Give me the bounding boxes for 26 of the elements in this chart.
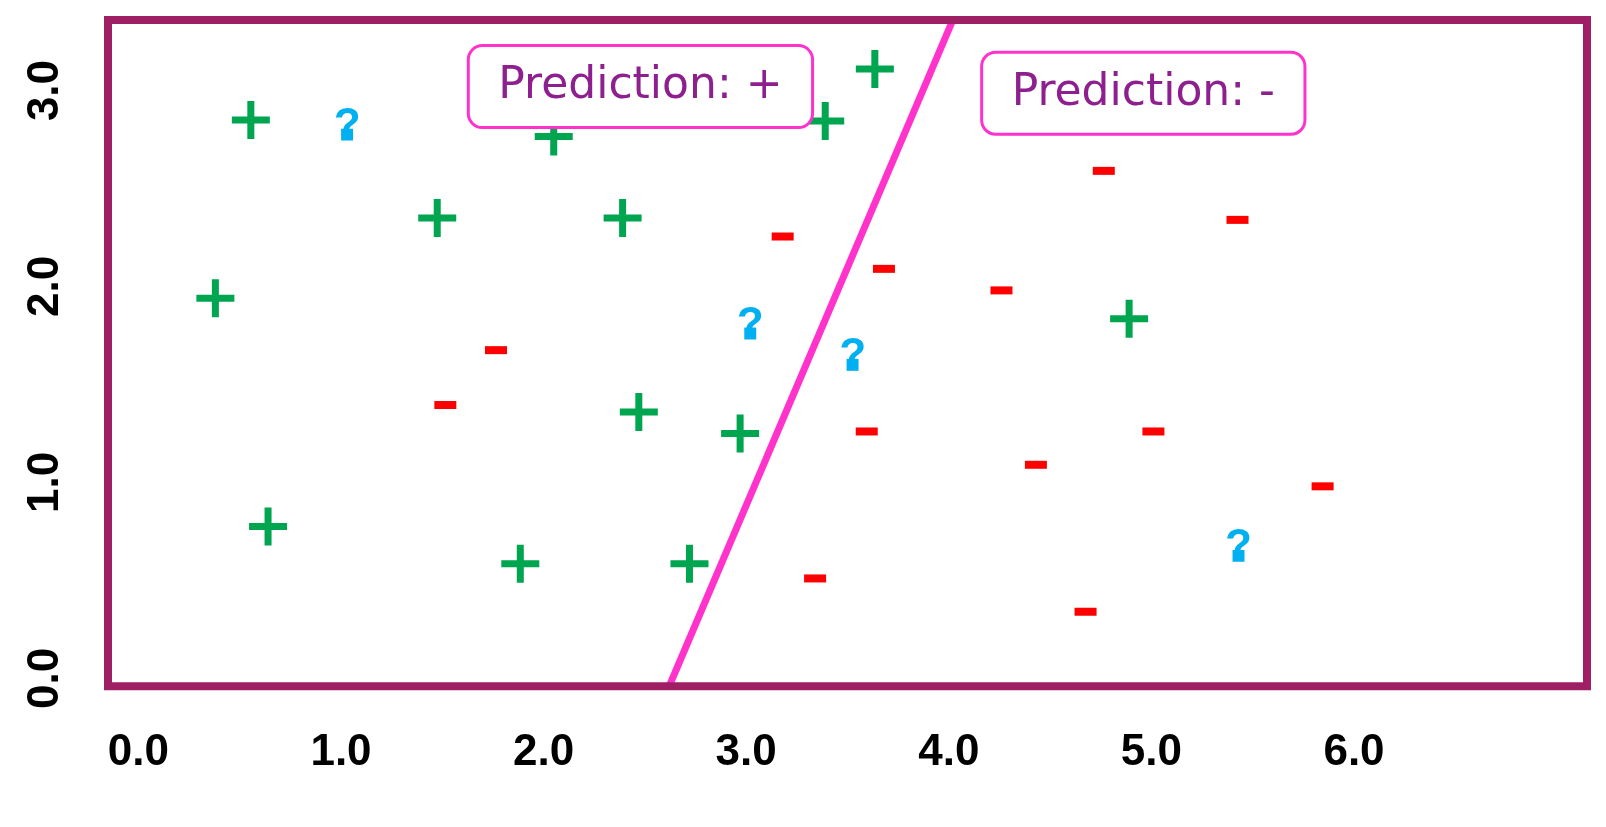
annotation: Prediction: - xyxy=(1011,63,1275,115)
x-tick-label: 6.0 xyxy=(1323,724,1385,774)
point xyxy=(846,358,859,371)
point xyxy=(670,544,709,583)
point xyxy=(196,279,235,318)
point xyxy=(231,100,270,139)
x-tick-label: 5.0 xyxy=(1120,724,1182,774)
point xyxy=(603,198,642,237)
point xyxy=(249,507,288,546)
x-tick-label: 0.0 xyxy=(107,724,169,774)
point xyxy=(721,414,760,453)
x-tick-label: 4.0 xyxy=(918,724,980,774)
point xyxy=(418,198,457,237)
x-tick-label: 1.0 xyxy=(310,724,372,774)
y-tick-label: 2.0 xyxy=(18,255,68,318)
x-tick-label: 3.0 xyxy=(715,724,777,774)
point xyxy=(619,392,658,431)
y-tick-label: 0.0 xyxy=(18,647,68,709)
x-tick-label: 2.0 xyxy=(513,724,575,774)
point xyxy=(1110,299,1149,338)
point xyxy=(341,128,354,141)
point xyxy=(855,49,894,88)
point xyxy=(501,544,540,583)
annotation: Prediction: + xyxy=(498,57,783,109)
y-tick-label: 3.0 xyxy=(18,59,68,122)
y-tick-label: 1.0 xyxy=(18,451,68,514)
